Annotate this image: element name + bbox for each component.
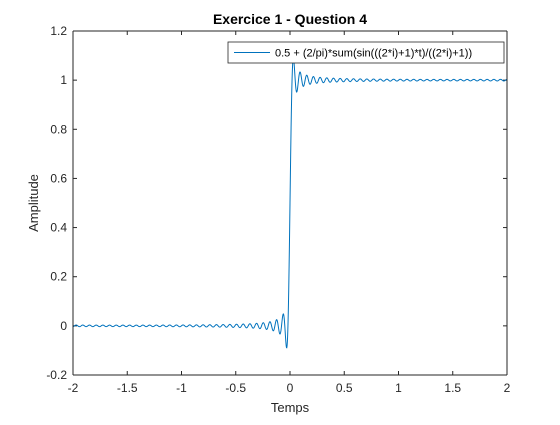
x-tick-label: 2 [504,381,511,395]
legend-label: 0.5 + (2/pi)*sum(sin(((2*i)+1)*t)/((2*i)… [275,48,472,60]
x-axis-label: Temps [271,400,310,415]
chart-title: Exercice 1 - Question 4 [213,11,367,27]
y-tick-label: 0.8 [50,122,67,136]
y-tick-label: 1.2 [50,24,67,38]
legend-box [227,41,505,64]
x-tick-label: -1.5 [117,381,138,395]
y-axis-label: Amplitude [26,174,41,232]
y-tick-label: 0.6 [50,171,67,185]
x-tick-label: 0.5 [336,381,353,395]
y-tick-label: 0.4 [50,221,67,235]
axes: -2 -1.5 -1 -0.5 0 0.5 1 1.5 2 -0.2 0 0.2 0.4 0.6 0.8 1 1… [46,24,510,395]
y-tick-label: -0.2 [46,368,67,382]
series-line [72,57,508,349]
y-tick-label: 0.2 [50,270,67,284]
series-layer [72,57,508,349]
x-tick-label: -0.5 [225,381,246,395]
y-tick-label: 1 [60,73,67,87]
legend: 0.5 + (2/pi)*sum(sin(((2*i)+1)*t)/((2*i)… [227,41,505,64]
x-tick-label: -2 [68,381,79,395]
x-tick-label: 1 [395,381,402,395]
x-tick-label: 1.5 [444,381,461,395]
x-tick-label: 0 [287,381,294,395]
x-tick-label: -1 [176,381,187,395]
y-tick-label: 0 [60,319,67,333]
